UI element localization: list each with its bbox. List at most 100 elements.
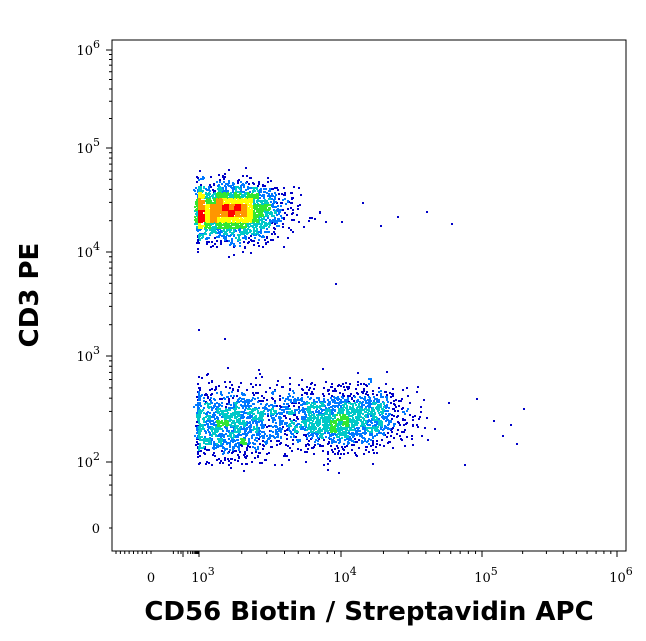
event-dot	[333, 396, 335, 398]
event-dot	[227, 227, 229, 229]
event-dot	[376, 423, 378, 425]
event-dot	[232, 446, 234, 448]
event-dot	[363, 388, 365, 390]
event-dot	[277, 434, 279, 436]
event-dot	[333, 440, 335, 442]
event-dot	[340, 405, 342, 407]
event-dot	[240, 434, 242, 436]
event-dot	[406, 436, 408, 438]
event-dot	[359, 396, 361, 398]
event-dot	[231, 384, 233, 386]
event-dot	[386, 394, 388, 396]
event-dot	[249, 229, 251, 231]
event-dot	[345, 430, 347, 432]
event-dot	[258, 421, 260, 423]
event-dot	[366, 429, 368, 431]
event-dot	[244, 428, 246, 430]
event-dot	[224, 459, 226, 461]
event-dot	[198, 179, 200, 181]
event-dot	[249, 223, 251, 225]
event-dot	[316, 397, 318, 399]
event-dot	[235, 188, 237, 190]
event-dot	[211, 409, 213, 411]
event-dot	[292, 439, 294, 441]
event-dot	[374, 421, 376, 423]
event-dot	[311, 437, 313, 439]
event-dot	[269, 196, 271, 198]
event-dot	[233, 199, 235, 201]
event-dot	[232, 432, 234, 434]
event-dot	[312, 431, 314, 433]
event-dot	[368, 427, 370, 429]
event-dot	[219, 232, 221, 234]
event-dot	[213, 398, 215, 400]
event-dot	[314, 384, 316, 386]
event-dot	[364, 415, 366, 417]
event-dot	[211, 416, 213, 418]
event-dot	[221, 433, 223, 435]
event-dot	[198, 395, 200, 397]
event-dot	[289, 418, 291, 420]
event-dot	[227, 190, 229, 192]
event-dot	[261, 395, 263, 397]
event-dot	[390, 435, 392, 437]
event-dot	[308, 389, 310, 391]
event-dot	[271, 446, 273, 448]
event-dot	[252, 422, 254, 424]
event-dot	[237, 221, 239, 223]
event-dot	[327, 424, 329, 426]
event-dot	[318, 412, 320, 414]
event-dot	[343, 443, 345, 445]
event-dot	[204, 448, 206, 450]
event-dot	[389, 428, 391, 430]
event-dot	[251, 201, 253, 203]
event-dot	[219, 462, 221, 464]
event-dot	[198, 189, 200, 191]
event-dot	[385, 413, 387, 415]
event-dot	[315, 433, 317, 435]
event-dot	[197, 239, 199, 241]
event-dot	[197, 443, 199, 445]
event-dot	[212, 195, 214, 197]
event-dot	[256, 225, 258, 227]
event-dot	[233, 412, 235, 414]
event-dot	[216, 459, 218, 461]
event-dot	[332, 429, 334, 431]
event-dot	[233, 395, 235, 397]
event-dot	[362, 202, 364, 204]
event-dot	[279, 395, 281, 397]
event-dot	[268, 226, 270, 228]
event-dot	[337, 418, 339, 420]
event-dot	[218, 174, 220, 176]
event-dot	[279, 422, 281, 424]
event-dot	[345, 407, 347, 409]
event-dot	[252, 392, 254, 394]
event-dot	[321, 436, 323, 438]
event-dot	[258, 245, 260, 247]
event-dot	[239, 451, 241, 453]
event-dot	[277, 436, 279, 438]
event-dot	[369, 424, 371, 426]
event-dot	[332, 415, 334, 417]
event-dot	[223, 235, 225, 237]
event-dot	[301, 394, 303, 396]
event-dot	[272, 239, 274, 241]
event-dot	[221, 398, 223, 400]
event-dot	[241, 398, 243, 400]
event-dot	[316, 435, 318, 437]
event-dot	[201, 428, 203, 430]
event-dot	[244, 402, 246, 404]
event-dot	[238, 412, 240, 414]
event-dot	[245, 226, 247, 228]
event-dot	[257, 242, 259, 244]
event-dot	[423, 399, 425, 401]
event-dot	[247, 232, 249, 234]
event-dot	[261, 236, 263, 238]
event-dot	[257, 410, 259, 412]
event-dot	[253, 201, 255, 203]
event-dot	[221, 235, 223, 237]
event-dot	[311, 391, 313, 393]
event-dot	[346, 405, 348, 407]
event-dot	[196, 396, 198, 398]
event-dot	[271, 198, 273, 200]
